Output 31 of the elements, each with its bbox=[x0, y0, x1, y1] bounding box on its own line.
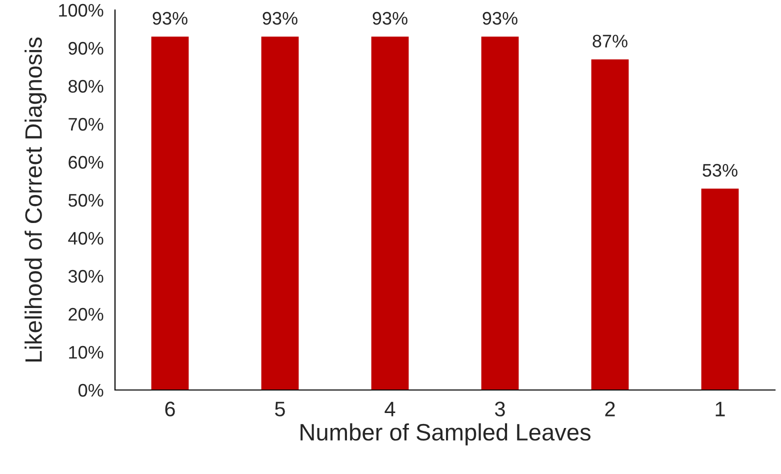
data-label: 53% bbox=[702, 164, 738, 177]
bar bbox=[261, 36, 299, 390]
data-label: 93% bbox=[482, 12, 518, 25]
y-tick-label: 20% bbox=[68, 308, 104, 321]
y-tick-label: 10% bbox=[69, 346, 104, 359]
x-tick-label: 5 bbox=[275, 402, 285, 416]
bar bbox=[371, 36, 409, 390]
y-axis-title: Likelihood of Correct Diagnosis bbox=[24, 37, 47, 362]
y-tick-label: 100% bbox=[59, 4, 104, 17]
y-tick-label: 80% bbox=[68, 80, 104, 93]
x-tick-label: 2 bbox=[605, 402, 615, 416]
bar bbox=[151, 36, 189, 390]
y-tick-label: 70% bbox=[68, 118, 104, 131]
bar bbox=[481, 36, 519, 390]
x-tick-label: 1 bbox=[716, 402, 725, 416]
y-tick-label: 0% bbox=[78, 384, 104, 397]
data-label: 93% bbox=[372, 12, 408, 25]
y-tick-label: 60% bbox=[68, 156, 104, 169]
y-tick-label: 40% bbox=[68, 232, 104, 245]
y-tick-label: 30% bbox=[68, 270, 104, 283]
x-axis-title: Number of Sampled Leaves bbox=[300, 423, 590, 446]
y-tick-label: 90% bbox=[68, 42, 104, 55]
y-tick-label: 50% bbox=[68, 194, 104, 207]
x-tick-label: 3 bbox=[495, 402, 505, 416]
data-label: 93% bbox=[152, 12, 188, 25]
data-label: 93% bbox=[262, 12, 298, 25]
data-label: 87% bbox=[592, 34, 628, 48]
x-tick-label: 6 bbox=[165, 402, 175, 416]
bar bbox=[701, 188, 739, 390]
x-tick-label: 4 bbox=[384, 402, 396, 416]
bar bbox=[591, 59, 629, 390]
